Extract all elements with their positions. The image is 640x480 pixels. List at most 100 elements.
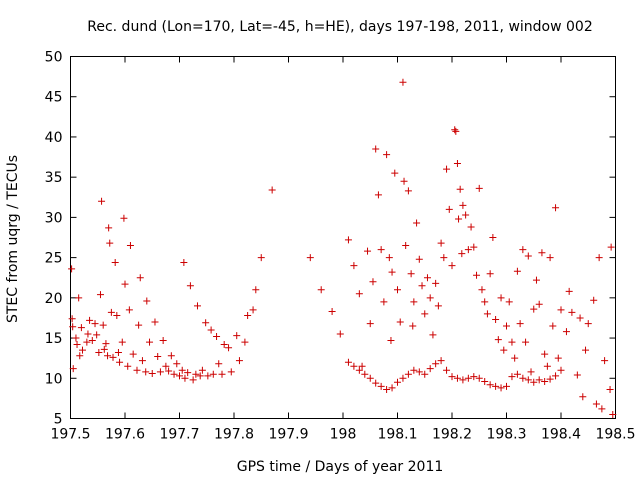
- data-point: [151, 318, 159, 326]
- data-point: [609, 410, 617, 418]
- data-point: [138, 357, 146, 365]
- data-point: [541, 377, 549, 385]
- data-point: [129, 350, 137, 358]
- data-point: [170, 370, 178, 378]
- data-point: [530, 378, 538, 386]
- data-point: [519, 374, 527, 382]
- data-point: [437, 357, 445, 365]
- data-point: [189, 376, 197, 384]
- data-point: [257, 254, 265, 262]
- data-point: [513, 267, 521, 275]
- data-point: [394, 286, 401, 294]
- data-point: [511, 354, 519, 362]
- x-tick-label: 198.4: [541, 427, 581, 443]
- data-point: [394, 378, 401, 386]
- data-point: [522, 338, 530, 346]
- data-point: [481, 298, 489, 306]
- data-point: [601, 357, 609, 365]
- plot-frame: [70, 56, 616, 419]
- data-point: [486, 381, 494, 389]
- data-point: [486, 270, 494, 278]
- data-point: [402, 242, 410, 250]
- data-point: [459, 201, 467, 209]
- data-point: [432, 360, 440, 368]
- data-point: [78, 346, 86, 354]
- data-point: [410, 366, 418, 374]
- data-point: [202, 319, 210, 327]
- data-point: [598, 405, 606, 413]
- data-point: [508, 338, 516, 346]
- y-tick-label: 20: [45, 291, 63, 307]
- data-point: [475, 374, 483, 382]
- data-point: [113, 312, 121, 320]
- data-point: [453, 159, 461, 167]
- data-point: [317, 286, 325, 294]
- data-point: [606, 386, 614, 394]
- data-point: [72, 334, 80, 342]
- data-point: [582, 346, 590, 354]
- data-point: [377, 382, 385, 390]
- data-point: [156, 368, 164, 376]
- data-point: [524, 252, 532, 260]
- x-tick-label: 197.6: [105, 427, 145, 443]
- data-point: [508, 373, 516, 381]
- data-point: [456, 185, 464, 193]
- data-point: [124, 362, 132, 370]
- data-point: [374, 191, 382, 199]
- data-point: [372, 379, 380, 387]
- data-point: [387, 336, 395, 344]
- data-point: [102, 340, 110, 348]
- axis-ticks: [70, 56, 616, 419]
- y-tick-label: 10: [45, 371, 63, 387]
- data-point: [86, 316, 94, 324]
- data-point: [423, 274, 431, 282]
- data-point: [396, 318, 404, 326]
- data-point: [218, 370, 226, 378]
- data-point: [400, 177, 408, 185]
- data-point: [470, 373, 478, 381]
- data-point: [372, 145, 380, 153]
- y-tick-label: 30: [45, 210, 63, 226]
- data-point: [95, 349, 103, 357]
- data-point: [225, 344, 233, 352]
- data-point: [503, 382, 510, 390]
- data-point: [235, 357, 243, 365]
- data-point: [404, 370, 412, 378]
- data-point: [452, 127, 460, 135]
- data-point: [77, 324, 85, 332]
- data-point: [421, 310, 429, 318]
- data-point: [75, 294, 83, 302]
- data-point: [527, 368, 535, 376]
- data-point: [154, 353, 162, 361]
- y-tick-label: 5: [54, 412, 63, 428]
- data-point: [100, 345, 108, 353]
- y-tick-label: 40: [45, 130, 63, 146]
- data-point: [552, 204, 560, 212]
- data-point: [105, 224, 113, 232]
- x-tick-label: 198.2: [432, 427, 472, 443]
- data-point: [178, 366, 186, 374]
- data-point: [519, 246, 527, 254]
- x-axis-title: GPS time / Days of year 2011: [237, 459, 444, 475]
- data-point: [546, 254, 554, 262]
- data-point: [252, 286, 260, 294]
- data-point: [167, 352, 175, 360]
- data-point: [118, 338, 126, 346]
- data-point: [244, 312, 252, 320]
- data-point: [136, 274, 144, 282]
- data-point: [165, 367, 173, 375]
- data-point: [69, 365, 77, 373]
- data-point: [584, 320, 592, 328]
- data-point: [93, 331, 101, 339]
- data-point: [415, 368, 423, 376]
- data-point: [448, 373, 456, 381]
- data-point: [184, 369, 192, 377]
- data-point: [91, 320, 99, 328]
- data-point: [388, 384, 396, 392]
- data-point: [350, 362, 358, 370]
- data-point: [565, 287, 573, 295]
- data-point: [492, 382, 500, 390]
- data-point: [505, 298, 513, 306]
- data-point: [69, 323, 77, 331]
